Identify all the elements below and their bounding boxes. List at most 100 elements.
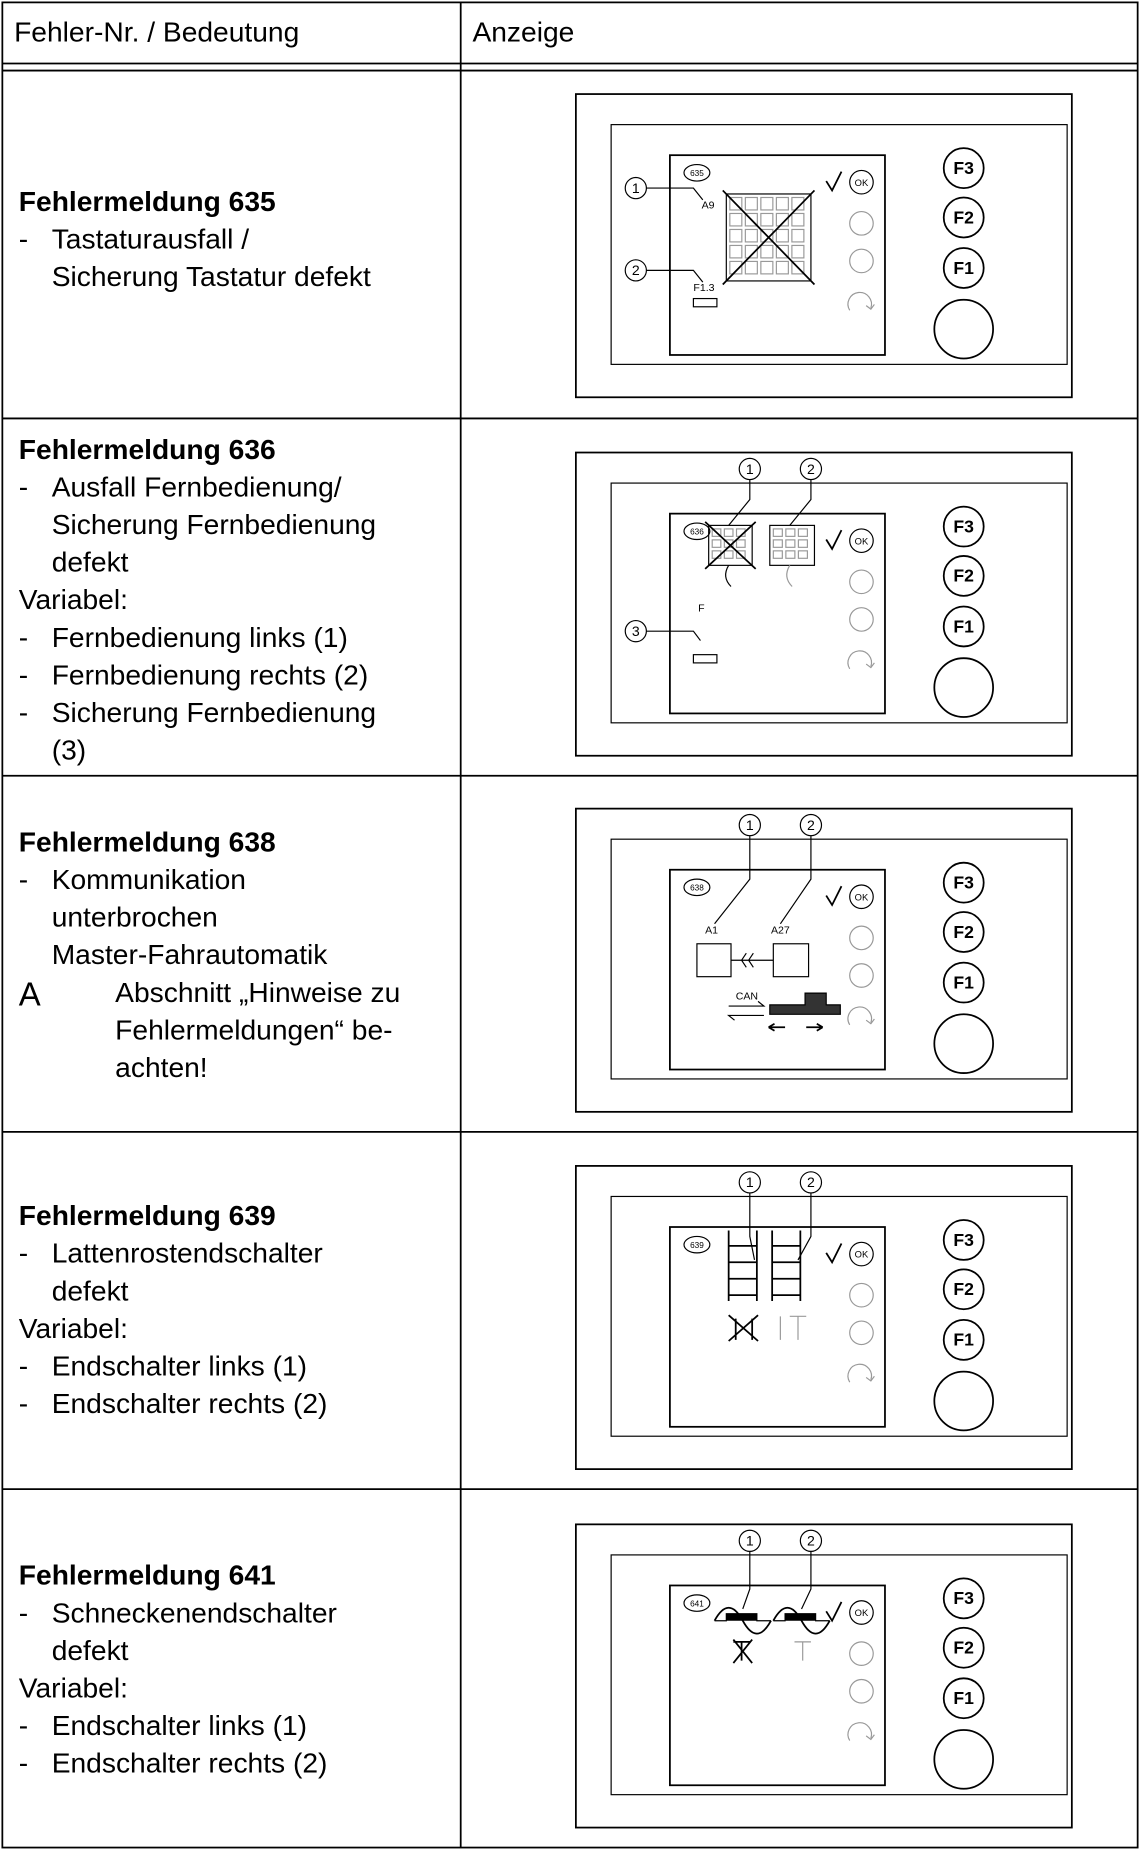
list-item-text: unterbrochen <box>52 901 218 933</box>
label: A27 <box>771 925 790 937</box>
note-text: Abschnitt „Hinweise zu <box>115 976 400 1008</box>
check-mark <box>825 171 843 193</box>
list-item-text: Endschalter rechts (2) <box>52 1387 328 1419</box>
code-text: 635 <box>690 169 704 178</box>
fuse-icon <box>692 297 718 308</box>
soft-key <box>849 607 874 632</box>
keypad-key <box>791 228 805 243</box>
function-key-label: F2 <box>953 922 974 942</box>
list-item-text: Endschalter links (1) <box>52 1709 307 1741</box>
callout-number: 3 <box>632 623 640 639</box>
callout-number: 1 <box>746 1174 754 1190</box>
return-arrow <box>847 291 875 311</box>
function-key <box>942 505 985 548</box>
keypad-key <box>744 244 758 259</box>
panel-inner <box>610 124 1068 365</box>
keypad-key <box>797 528 808 537</box>
keypad-key <box>744 260 758 275</box>
panel-screen <box>669 868 886 1071</box>
function-key <box>942 1318 985 1361</box>
row-title: Fehlermeldung 639 <box>19 1199 276 1231</box>
cable <box>725 565 732 587</box>
keypad-key <box>729 228 743 243</box>
keypad-key <box>791 260 805 275</box>
panel-outer <box>574 1523 1073 1829</box>
ok-label: OK <box>855 535 869 546</box>
switch-icon <box>794 1641 811 1661</box>
keypad-key <box>760 228 774 243</box>
keypad-key <box>744 196 758 211</box>
function-key <box>942 961 985 1004</box>
list-item-text: defekt <box>52 546 129 578</box>
bus-arrows <box>726 1000 766 1021</box>
panel-screen <box>669 154 886 356</box>
keypad-key <box>711 528 722 537</box>
panel-inner <box>610 838 1068 1080</box>
keypad-key <box>775 196 789 211</box>
ok-icon <box>849 528 874 554</box>
dial-button <box>933 657 994 718</box>
list-dash: - <box>19 1596 28 1628</box>
function-key <box>942 196 985 239</box>
list-item-text: Master-Fahrautomatik <box>52 938 329 970</box>
auger-base <box>714 1613 771 1622</box>
soft-key <box>849 1641 874 1666</box>
keypad-key <box>760 244 774 259</box>
keypad-key <box>785 550 796 559</box>
list-item-text: Fernbedienung links (1) <box>52 621 348 653</box>
keypad-key <box>744 212 758 227</box>
ok-icon <box>849 1600 874 1625</box>
list-dash: - <box>19 863 28 895</box>
function-key-label: F2 <box>953 566 974 586</box>
keypad-key <box>729 212 743 227</box>
function-key-label: F1 <box>953 1330 974 1350</box>
function-key-label: F1 <box>953 972 974 992</box>
check-mark <box>825 1243 843 1265</box>
leader <box>646 630 701 641</box>
list-item-text: Lattenrostendschalter <box>52 1237 323 1269</box>
ladder-icon <box>771 1230 802 1302</box>
callout-number: 2 <box>807 1174 815 1190</box>
list-dash: - <box>19 1349 28 1381</box>
function-key-label: F3 <box>953 516 974 536</box>
cross <box>722 189 816 286</box>
leader <box>728 479 751 526</box>
leader <box>646 187 704 201</box>
keypad-key <box>735 539 746 548</box>
keypad-key <box>729 196 743 211</box>
function-key-label: F3 <box>953 1588 974 1608</box>
callout-number: 1 <box>746 817 754 833</box>
note-text: achten! <box>115 1051 207 1083</box>
keypad-key <box>797 550 808 559</box>
keypad-key <box>735 550 746 559</box>
direction-arrows <box>768 1022 824 1032</box>
label: F <box>698 603 705 615</box>
callout-number: 2 <box>807 461 815 477</box>
keypad-key <box>723 528 734 537</box>
list-item-text: Sicherung Fernbedienung <box>52 508 376 540</box>
keypad-key <box>772 528 783 537</box>
soft-key <box>849 1282 874 1308</box>
function-key-label: F1 <box>953 616 974 636</box>
keypad-key <box>744 228 758 243</box>
list-dash: - <box>19 1237 28 1269</box>
keypad <box>725 193 812 282</box>
soft-key <box>849 211 874 236</box>
list-item-text: Sicherung Fernbedienung <box>52 696 376 728</box>
function-key <box>942 861 985 904</box>
keypad-key <box>775 228 789 243</box>
keypad-key <box>772 550 783 559</box>
function-key-label: F2 <box>953 207 974 227</box>
panel-inner <box>610 482 1068 724</box>
list-dash: - <box>19 1747 28 1779</box>
soft-key <box>849 1678 874 1704</box>
function-key-label: F3 <box>953 1230 974 1250</box>
keypad-key <box>711 539 722 548</box>
keypad <box>769 524 816 566</box>
switch-icon <box>779 1315 807 1340</box>
list-item-text: Schneckenendschalter <box>52 1596 337 1628</box>
soft-key <box>849 1320 874 1346</box>
row-title: Fehlermeldung 641 <box>19 1559 276 1591</box>
